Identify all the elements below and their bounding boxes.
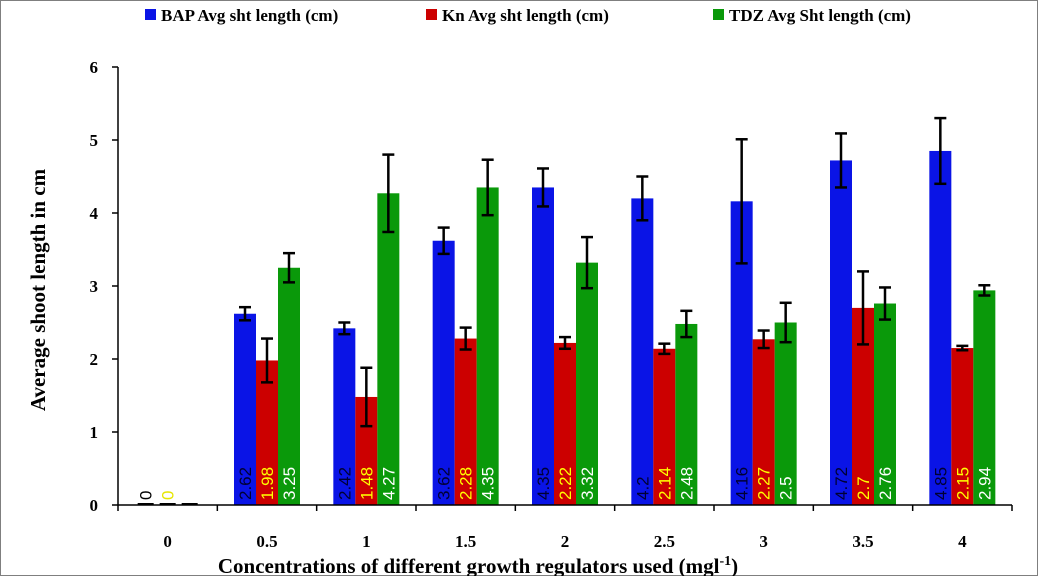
bar [730, 201, 753, 505]
y-tick-label: 0 [90, 496, 99, 515]
y-tick-label: 4 [90, 204, 99, 223]
bar [454, 338, 477, 505]
legend-label: Kn Avg sht length (cm) [442, 6, 609, 25]
y-tick-label: 1 [90, 423, 99, 442]
x-tick-label: 0.5 [256, 532, 277, 551]
y-tick-label: 3 [90, 277, 99, 296]
bar [874, 303, 896, 505]
x-axis-title-superscript: -1 [719, 554, 731, 569]
x-tick-label: 4 [958, 532, 967, 551]
x-tick-label: 2 [561, 532, 570, 551]
data-label: 2.5 [777, 476, 796, 500]
data-label: 4.2 [633, 476, 652, 500]
bar [973, 290, 996, 505]
bar [631, 198, 654, 505]
x-tick-label: 1.5 [455, 532, 476, 551]
y-tick-label: 2 [90, 350, 99, 369]
bar [929, 150, 952, 505]
x-tick-label: 3 [759, 532, 768, 551]
bar [355, 396, 378, 505]
data-label: 3.25 [280, 467, 299, 500]
legend-swatch [713, 9, 724, 20]
bar [234, 313, 256, 505]
data-label: 2.94 [975, 467, 994, 500]
data-label: 4.16 [733, 467, 752, 500]
bar [554, 342, 576, 505]
bar [653, 348, 676, 505]
bar [576, 262, 598, 505]
y-axis-title: Average shoot length in cm [26, 168, 50, 411]
x-axis: 0 0.5 1 1.5 2 2.5 3 3.5 4 [117, 504, 1013, 551]
legend-item: TDZ Avg Sht length (cm) [713, 6, 911, 25]
data-label: 4.72 [832, 467, 851, 500]
data-label: 4.27 [379, 467, 398, 500]
legend-item: BAP Avg sht length (cm) [145, 6, 338, 25]
x-tick-label: 0 [163, 532, 172, 551]
bar [830, 160, 852, 505]
data-label: 4.35 [534, 467, 553, 500]
plot-area: 0 2.62 2.42 3.62 4.35 4.2 4.16 4.72 4.85 0 1.98 1.4… [137, 116, 996, 506]
data-label: 2.76 [876, 467, 895, 500]
data-label: 1.98 [258, 467, 277, 500]
y-tick-label: 6 [90, 58, 99, 77]
data-label: 0 [159, 491, 178, 500]
bar [675, 323, 698, 505]
x-axis-title-suffix: ) [731, 554, 738, 576]
bar [333, 328, 356, 505]
data-label: 2.22 [556, 467, 575, 500]
data-label: 3.32 [578, 467, 597, 500]
bar [432, 240, 455, 506]
bar [377, 193, 400, 506]
bar [951, 348, 974, 505]
bar [256, 360, 278, 505]
bar [752, 339, 775, 505]
x-axis-title-main: Concentrations of different growth regul… [218, 554, 720, 576]
data-label: 2.15 [953, 467, 972, 500]
legend-item: Kn Avg sht length (cm) [426, 6, 609, 25]
y-axis: 0 1 2 3 4 5 6 [90, 58, 119, 515]
legend: BAP Avg sht length (cm) Kn Avg sht length… [145, 6, 911, 25]
data-label: 3.62 [435, 467, 454, 500]
bar [278, 267, 300, 505]
data-label: 2.48 [677, 467, 696, 500]
data-label: 2.7 [854, 476, 873, 500]
data-label: 2.28 [457, 467, 476, 500]
x-tick-label: 2.5 [654, 532, 675, 551]
legend-swatch [426, 9, 437, 20]
data-label: 2.14 [655, 467, 674, 500]
legend-swatch [145, 9, 156, 20]
x-axis-title: Concentrations of different growth regul… [218, 554, 738, 576]
data-label: 1.48 [357, 467, 376, 500]
legend-label: TDZ Avg Sht length (cm) [729, 6, 911, 25]
data-label: 4.35 [479, 467, 498, 500]
bar [532, 187, 554, 505]
data-label: 2.42 [335, 467, 354, 500]
data-label: 0 [137, 491, 156, 500]
x-tick-label: 3.5 [852, 532, 873, 551]
x-tick-label: 1 [362, 532, 371, 551]
data-label: 2.27 [755, 467, 774, 500]
data-label: 2.62 [236, 467, 255, 500]
y-tick-label: 5 [90, 131, 99, 150]
bar [476, 187, 499, 505]
legend-label: BAP Avg sht length (cm) [161, 6, 338, 25]
data-label: 4.85 [931, 467, 950, 500]
bar [852, 307, 874, 505]
bar [774, 322, 797, 505]
